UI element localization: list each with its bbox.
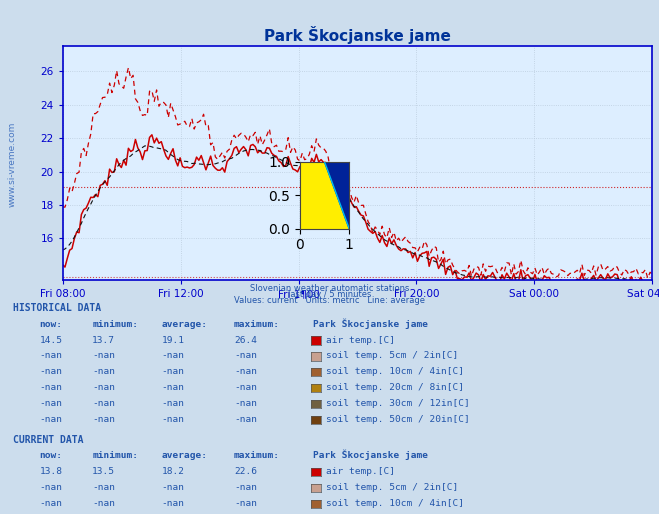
Text: -nan: -nan bbox=[234, 499, 257, 508]
Text: Park Škocjanske jame: Park Škocjanske jame bbox=[313, 318, 428, 329]
Text: -nan: -nan bbox=[234, 483, 257, 492]
Text: 14.5: 14.5 bbox=[40, 336, 63, 344]
Text: Slovenian weather automatic stations: Slovenian weather automatic stations bbox=[250, 284, 409, 293]
Text: -nan: -nan bbox=[161, 499, 185, 508]
Text: 19.1: 19.1 bbox=[161, 336, 185, 344]
Text: -nan: -nan bbox=[92, 483, 115, 492]
Text: -nan: -nan bbox=[40, 499, 63, 508]
Text: -nan: -nan bbox=[40, 415, 63, 424]
Text: soil temp. 10cm / 4in[C]: soil temp. 10cm / 4in[C] bbox=[326, 499, 464, 508]
Text: Park Škocjanske jame: Park Škocjanske jame bbox=[313, 450, 428, 461]
Text: 13.8: 13.8 bbox=[40, 467, 63, 476]
Polygon shape bbox=[300, 162, 349, 229]
Text: -nan: -nan bbox=[234, 415, 257, 424]
Text: 13.5: 13.5 bbox=[92, 467, 115, 476]
Text: -nan: -nan bbox=[161, 352, 185, 360]
Text: 13.7: 13.7 bbox=[92, 336, 115, 344]
Text: average:: average: bbox=[161, 320, 208, 329]
Text: -nan: -nan bbox=[40, 352, 63, 360]
Text: soil temp. 30cm / 12in[C]: soil temp. 30cm / 12in[C] bbox=[326, 399, 470, 408]
Text: -nan: -nan bbox=[92, 499, 115, 508]
Text: now:: now: bbox=[40, 320, 63, 329]
Text: -nan: -nan bbox=[92, 368, 115, 376]
Text: -nan: -nan bbox=[92, 415, 115, 424]
Polygon shape bbox=[325, 162, 349, 229]
Text: maximum:: maximum: bbox=[234, 320, 280, 329]
Title: Park Škocjanske jame: Park Škocjanske jame bbox=[264, 26, 451, 44]
Text: -nan: -nan bbox=[92, 383, 115, 392]
Text: 18.2: 18.2 bbox=[161, 467, 185, 476]
Text: 22.6: 22.6 bbox=[234, 467, 257, 476]
Text: CURRENT DATA: CURRENT DATA bbox=[13, 434, 84, 445]
Text: -nan: -nan bbox=[234, 352, 257, 360]
Text: -nan: -nan bbox=[40, 368, 63, 376]
Text: soil temp. 5cm / 2in[C]: soil temp. 5cm / 2in[C] bbox=[326, 352, 459, 360]
Text: soil temp. 10cm / 4in[C]: soil temp. 10cm / 4in[C] bbox=[326, 368, 464, 376]
Text: -nan: -nan bbox=[161, 368, 185, 376]
Text: -nan: -nan bbox=[92, 399, 115, 408]
Text: Values: current   Units: metric   Line: average: Values: current Units: metric Line: aver… bbox=[234, 296, 425, 305]
Text: air temp.[C]: air temp.[C] bbox=[326, 467, 395, 476]
Text: 26.4: 26.4 bbox=[234, 336, 257, 344]
Text: soil temp. 5cm / 2in[C]: soil temp. 5cm / 2in[C] bbox=[326, 483, 459, 492]
Text: -nan: -nan bbox=[40, 483, 63, 492]
Polygon shape bbox=[325, 162, 349, 229]
Text: average:: average: bbox=[161, 451, 208, 461]
Text: air temp.[C]: air temp.[C] bbox=[326, 336, 395, 344]
Text: minimum:: minimum: bbox=[92, 320, 138, 329]
Text: HISTORICAL DATA: HISTORICAL DATA bbox=[13, 303, 101, 313]
Text: -nan: -nan bbox=[92, 352, 115, 360]
Text: -nan: -nan bbox=[40, 399, 63, 408]
Text: -nan: -nan bbox=[234, 368, 257, 376]
Text: -nan: -nan bbox=[161, 383, 185, 392]
Text: -nan: -nan bbox=[234, 399, 257, 408]
Text: -nan: -nan bbox=[234, 383, 257, 392]
Text: -nan: -nan bbox=[161, 399, 185, 408]
Text: -nan: -nan bbox=[161, 415, 185, 424]
Text: -nan: -nan bbox=[161, 483, 185, 492]
Text: maximum:: maximum: bbox=[234, 451, 280, 461]
Text: minimum:: minimum: bbox=[92, 451, 138, 461]
Text: www.si-vreme.com: www.si-vreme.com bbox=[8, 122, 17, 207]
Text: last day / 5 minutes: last day / 5 minutes bbox=[288, 290, 371, 299]
Text: now:: now: bbox=[40, 451, 63, 461]
Text: soil temp. 20cm / 8in[C]: soil temp. 20cm / 8in[C] bbox=[326, 383, 464, 392]
Text: -nan: -nan bbox=[40, 383, 63, 392]
Text: soil temp. 50cm / 20in[C]: soil temp. 50cm / 20in[C] bbox=[326, 415, 470, 424]
